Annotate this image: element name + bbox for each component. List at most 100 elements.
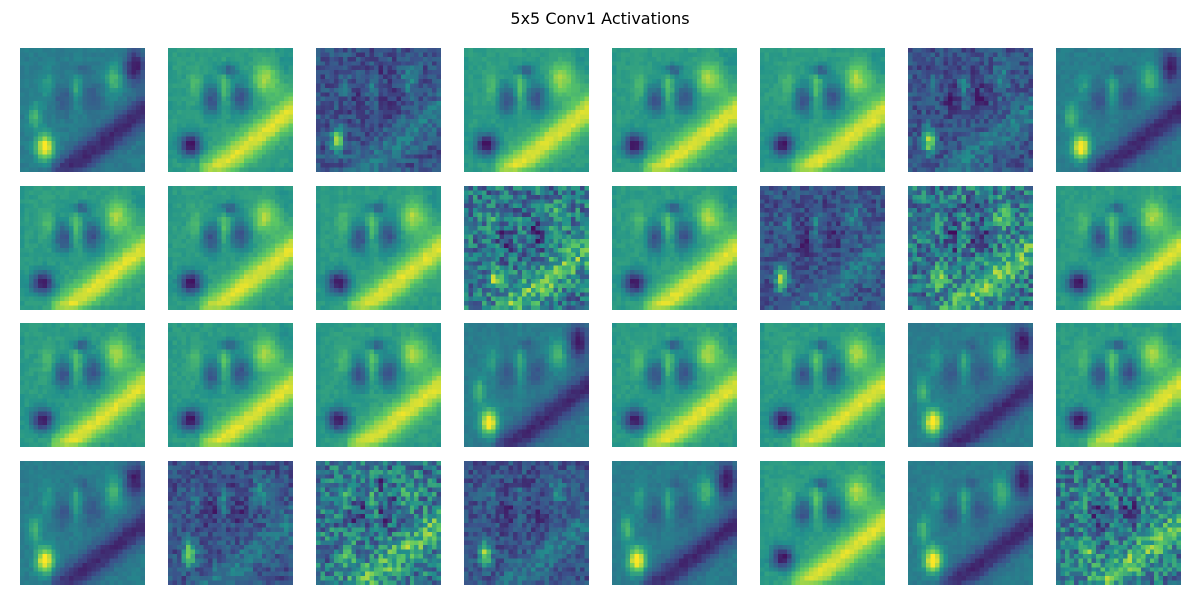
heatmap-cell bbox=[952, 56, 958, 62]
heatmap-cell bbox=[418, 158, 424, 164]
heatmap-cell bbox=[719, 65, 724, 71]
heatmap-cell bbox=[705, 96, 711, 102]
heatmap-cell bbox=[835, 145, 841, 151]
heatmap-cell bbox=[427, 61, 433, 66]
heatmap-cell bbox=[612, 118, 617, 124]
heatmap-cell bbox=[620, 149, 626, 155]
heatmap-cell bbox=[324, 52, 330, 58]
heatmap-cell bbox=[835, 110, 841, 115]
heatmap-cell bbox=[217, 65, 222, 71]
heatmap-cell bbox=[826, 154, 832, 159]
heatmap-cell bbox=[342, 52, 348, 58]
heatmap-cell bbox=[261, 136, 267, 142]
heatmap-cell bbox=[777, 118, 783, 124]
heatmap-cell bbox=[880, 96, 885, 102]
heatmap-cell bbox=[764, 145, 770, 151]
heatmap-cell bbox=[351, 149, 357, 155]
heatmap-cell bbox=[342, 65, 348, 71]
heatmap-cell bbox=[575, 167, 581, 172]
heatmap-cell bbox=[122, 87, 128, 93]
heatmap-cell bbox=[696, 149, 702, 155]
heatmap-cell bbox=[320, 132, 326, 137]
heatmap-cell bbox=[508, 167, 514, 172]
heatmap-cell bbox=[78, 105, 83, 111]
heatmap-cell bbox=[203, 56, 209, 62]
heatmap-cell bbox=[279, 158, 285, 164]
heatmap-cell bbox=[270, 65, 276, 71]
heatmap-cell bbox=[844, 132, 850, 137]
heatmap-cell bbox=[939, 83, 944, 89]
heatmap-cell bbox=[930, 65, 936, 71]
heatmap-cell bbox=[818, 79, 823, 84]
heatmap-cell bbox=[351, 123, 357, 128]
heatmap-cell bbox=[490, 65, 496, 71]
heatmap-cell bbox=[504, 65, 509, 71]
heatmap-cell bbox=[580, 105, 585, 111]
heatmap-cell bbox=[423, 101, 428, 106]
heatmap-cell bbox=[369, 56, 375, 62]
heatmap-cell bbox=[369, 132, 375, 137]
heatmap-cell bbox=[634, 123, 640, 128]
heatmap-cell bbox=[436, 136, 441, 142]
heatmap-cell bbox=[64, 101, 70, 106]
heatmap-cell bbox=[127, 123, 132, 128]
heatmap-cell bbox=[773, 132, 779, 137]
heatmap-cell bbox=[104, 136, 110, 142]
heatmap-cell bbox=[356, 132, 361, 137]
heatmap-cell bbox=[217, 56, 222, 62]
heatmap-cell bbox=[396, 83, 402, 89]
heatmap-cell bbox=[539, 132, 545, 137]
heatmap-cell bbox=[795, 149, 801, 155]
heatmap-cell bbox=[288, 114, 293, 120]
heatmap-cell bbox=[647, 101, 653, 106]
heatmap-cell bbox=[804, 127, 810, 133]
heatmap-cell bbox=[831, 145, 837, 151]
heatmap-cell bbox=[136, 123, 141, 128]
heatmap-cell bbox=[51, 87, 56, 93]
heatmap-cell bbox=[647, 70, 653, 75]
heatmap-cell bbox=[612, 74, 617, 80]
heatmap-cell bbox=[638, 52, 644, 58]
heatmap-cell bbox=[199, 74, 204, 80]
heatmap-cell bbox=[876, 158, 881, 164]
heatmap-cell bbox=[288, 127, 293, 133]
heatmap-cell bbox=[28, 118, 34, 124]
heatmap-cell bbox=[795, 52, 801, 58]
heatmap-cell bbox=[723, 158, 729, 164]
heatmap-cell bbox=[324, 145, 330, 151]
heatmap-cell bbox=[782, 65, 788, 71]
heatmap-cell bbox=[91, 163, 97, 168]
heatmap-cell bbox=[862, 70, 868, 75]
heatmap-cell bbox=[217, 87, 222, 93]
heatmap-cell bbox=[867, 83, 872, 89]
heatmap-cell bbox=[535, 163, 541, 168]
heatmap-cell bbox=[82, 149, 88, 155]
heatmap-cell bbox=[687, 52, 693, 58]
heatmap-cell bbox=[979, 52, 985, 58]
heatmap-cell bbox=[548, 105, 554, 111]
heatmap-cell bbox=[638, 56, 644, 62]
heatmap-cell bbox=[768, 79, 774, 84]
heatmap-cell bbox=[562, 70, 567, 75]
heatmap-cell bbox=[616, 61, 622, 66]
heatmap-cell bbox=[342, 132, 348, 137]
heatmap-cell bbox=[109, 132, 114, 137]
heatmap-cell bbox=[728, 149, 733, 155]
heatmap-cell bbox=[844, 65, 850, 71]
heatmap-cell bbox=[374, 167, 379, 172]
heatmap-cell bbox=[912, 70, 918, 75]
heatmap-cell bbox=[243, 101, 249, 106]
heatmap-cell bbox=[86, 163, 92, 168]
heatmap-cell bbox=[530, 87, 536, 93]
heatmap-cell bbox=[625, 149, 631, 155]
heatmap-cell bbox=[414, 61, 419, 66]
heatmap-cell bbox=[800, 149, 805, 155]
heatmap-cell bbox=[400, 145, 406, 151]
heatmap-cell bbox=[127, 48, 132, 53]
heatmap-cell bbox=[226, 61, 231, 66]
heatmap-cell bbox=[387, 105, 393, 111]
heatmap-cell bbox=[24, 65, 30, 71]
heatmap-cell bbox=[427, 167, 433, 172]
heatmap-cell bbox=[871, 74, 877, 80]
heatmap-cell bbox=[1024, 52, 1029, 58]
